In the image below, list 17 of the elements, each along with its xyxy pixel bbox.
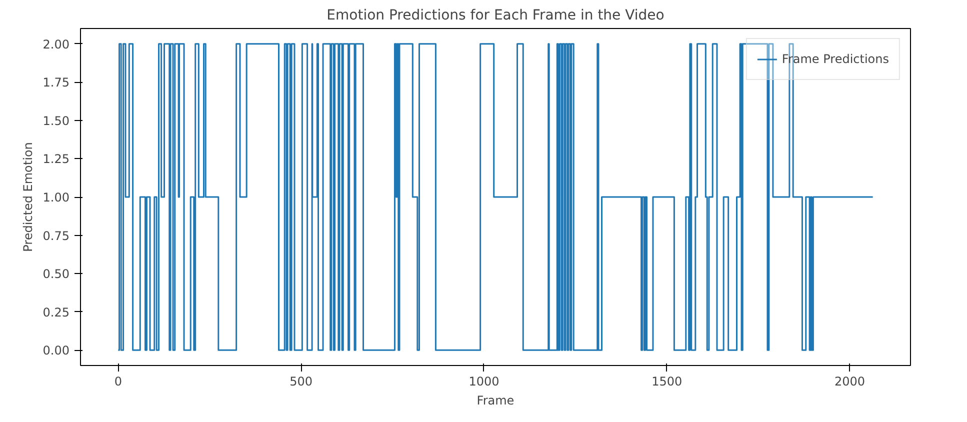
x-tick-label: 1500 [652, 374, 682, 388]
x-tick-label: 2000 [834, 374, 866, 388]
y-axis-title: Predicted Emotion [20, 142, 35, 252]
y-tick-label: 0.00 [42, 344, 70, 358]
y-tick-label: 2.00 [42, 37, 70, 52]
x-tick-label: 1000 [468, 374, 500, 388]
y-tick-label: 0.75 [42, 228, 70, 243]
y-tick-label: 0.25 [42, 305, 70, 320]
y-tick-label: 1.75 [42, 76, 70, 90]
y-tick-label: 1.25 [42, 152, 70, 166]
y-tick-label: 1.00 [42, 190, 70, 204]
x-tick-label: 0 [114, 374, 122, 388]
x-axis-title: Frame [476, 394, 514, 408]
x-tick-label: 500 [290, 374, 313, 388]
chart-title: Emotion Predictions for Each Frame in the Video [326, 8, 664, 24]
y-tick-label: 1.50 [42, 114, 70, 128]
y-tick-label: 0.50 [42, 267, 70, 282]
